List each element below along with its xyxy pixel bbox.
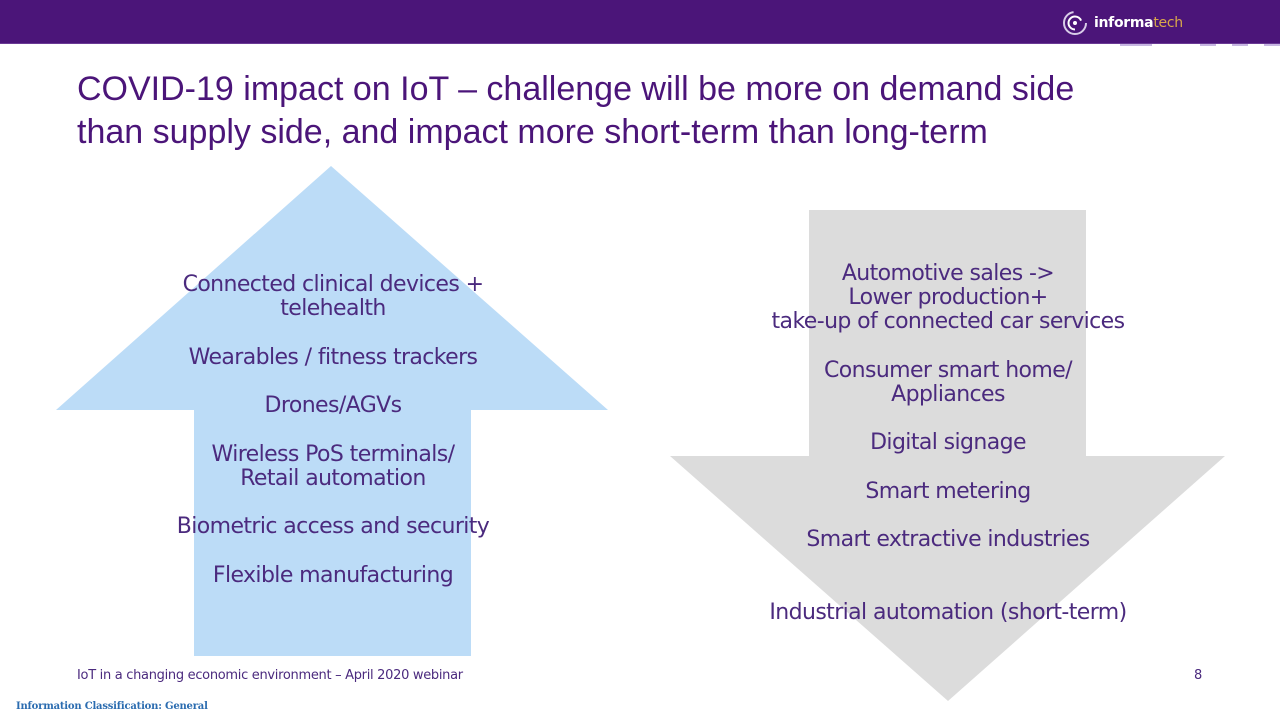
list-item: Digital signage — [870, 430, 1026, 455]
list-item: Smart extractive industries — [806, 527, 1090, 552]
list-item: Smart metering — [865, 478, 1031, 504]
list-item: Wearables / fitness trackers — [188, 344, 478, 370]
up-arrow-icon — [56, 166, 608, 656]
logo-wordmark: informatech — [1094, 15, 1183, 31]
informa-swirl-icon — [1063, 11, 1087, 35]
growth-list: Connected clinical devices + telehealth W… — [80, 273, 586, 588]
page-number: 8 — [1194, 668, 1203, 683]
header-divider — [1200, 44, 1216, 46]
logo-informa-text: informa — [1094, 15, 1154, 31]
footer-caption: IoT in a changing economic environment –… — [77, 668, 463, 683]
list-item: Flexible manufacturing — [212, 562, 454, 588]
logo-tech-text: tech — [1153, 15, 1183, 31]
down-arrow-icon — [670, 210, 1225, 701]
list-item: Drones/AGVs — [264, 393, 403, 418]
list-item: Connected clinical devices + telehealth — [182, 272, 484, 321]
header-divider — [1120, 44, 1152, 46]
header-bar — [0, 0, 1280, 44]
header-divider — [1232, 44, 1248, 46]
list-item: Automotive sales -> Lower production+ take… — [771, 261, 1126, 334]
header-divider — [1264, 44, 1280, 46]
classification-label: Information Classification: General — [16, 701, 208, 712]
decline-list: Automotive sales -> Lower production+ take… — [700, 262, 1196, 625]
list-item: Consumer smart home/Appliances — [824, 357, 1073, 407]
informa-tech-logo: informatech — [1062, 10, 1183, 36]
list-item: Biometric access and security — [176, 514, 490, 539]
list-item: Wireless PoS terminals/Retail automation — [211, 441, 456, 491]
slide-title: COVID-19 impact on IoT – challenge will … — [77, 68, 1227, 154]
list-item: Industrial automation (short-term) — [769, 600, 1127, 625]
slide-title-line-2: than supply side, and impact more short-… — [77, 113, 988, 151]
slide-title-line-1: COVID-19 impact on IoT – challenge will … — [77, 70, 1075, 108]
